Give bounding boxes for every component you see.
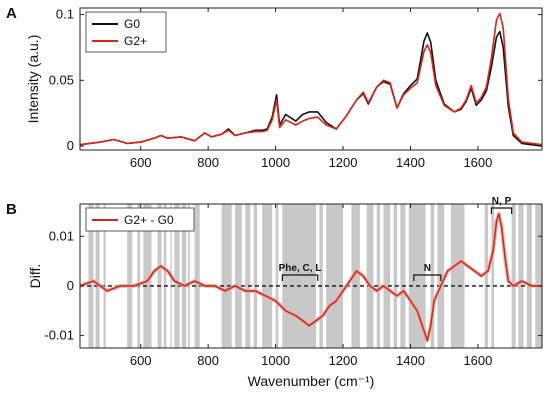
legend-label: G2+ - G0 [124,213,174,227]
shaded-band [253,204,258,348]
shaded-band [393,204,397,348]
annotation-bracket [490,207,513,214]
y-tick-label: 0.01 [49,228,74,243]
shaded-band [157,204,162,348]
shaded-band [430,204,435,348]
panel-a: 600 800 1000 1200 1400 1600 0 0.05 0.1 A Intensity… [6,5,543,170]
x-tick-label: 600 [130,353,152,368]
shaded-band [275,204,279,348]
shaded-band [143,204,152,348]
annotation-bracket [281,274,319,282]
shaded-band [484,204,489,348]
shaded-band [383,204,391,348]
x-tick-label: 800 [197,353,219,368]
annotation-label: N, P [492,196,512,207]
legend-label: G2+ [124,34,147,48]
shaded-band [127,204,133,348]
x-tick-label: 1000 [261,155,290,170]
shaded-band [511,204,516,348]
shaded-bands [88,204,542,348]
annotation-label: Phe, C, L [279,263,322,274]
y-tick-label: 0 [67,138,74,153]
shaded-band [262,204,273,348]
panel-b: 600 800 1000 1200 1400 1600 -0.01 0 0.01 B Diff. Wa… [6,196,543,389]
shaded-band [326,204,344,348]
shaded-band [376,204,381,348]
y-axis-title: Diff. [27,264,43,289]
series-line-1 [80,213,542,342]
series-group [80,12,542,147]
x-tick-label: 1400 [396,155,425,170]
x-tick-label: 1000 [261,353,290,368]
shaded-band [319,204,323,348]
series-group [80,211,542,343]
shaded-band [535,204,542,348]
y-tick-label: 0.1 [56,7,74,22]
shaded-band [88,204,94,348]
legend: G2+ - G0 [85,207,195,232]
shaded-band [526,204,532,348]
shaded-band [137,204,141,348]
x-tick-label: 1600 [463,353,492,368]
y-tick-label: -0.01 [44,328,74,343]
x-tick-label: 1200 [329,155,358,170]
shaded-band [174,204,180,348]
x-tick-label: 1400 [396,353,425,368]
series-line-2 [80,12,542,146]
y-axis-title: Intensity (a.u.) [25,35,41,124]
panel-label: A [6,5,17,22]
shaded-band [366,204,374,348]
shaded-band [221,204,232,348]
shaded-band [518,204,524,348]
shaded-band [400,204,406,348]
shaded-band [194,204,200,348]
shaded-band [163,204,167,348]
x-tick-label: 1200 [329,353,358,368]
legend-box [85,207,195,232]
legend-box [85,11,167,53]
axes-frame [79,203,543,349]
shaded-band [408,204,426,348]
shaded-band [491,204,495,348]
annotation-label: N [424,263,431,274]
x-axis-title: Wavenumber (cm⁻¹) [248,373,375,389]
panel-label: B [6,201,17,218]
y-tick-label: 0 [67,278,74,293]
legend-label: G0 [124,17,140,31]
x-tick-label: 600 [130,155,152,170]
y-tick-label: 0.05 [49,72,74,87]
shaded-band [235,204,242,348]
x-tick-label: 1600 [463,155,492,170]
annotation-bracket [413,274,442,282]
shaded-band [95,204,100,348]
shaded-band [181,204,187,348]
axes-frame [79,7,543,151]
shaded-band [187,204,190,348]
shaded-band [245,204,251,348]
shaded-band [351,204,360,348]
x-tick-label: 800 [197,155,219,170]
shaded-band [450,204,465,348]
shaded-band [103,204,106,348]
